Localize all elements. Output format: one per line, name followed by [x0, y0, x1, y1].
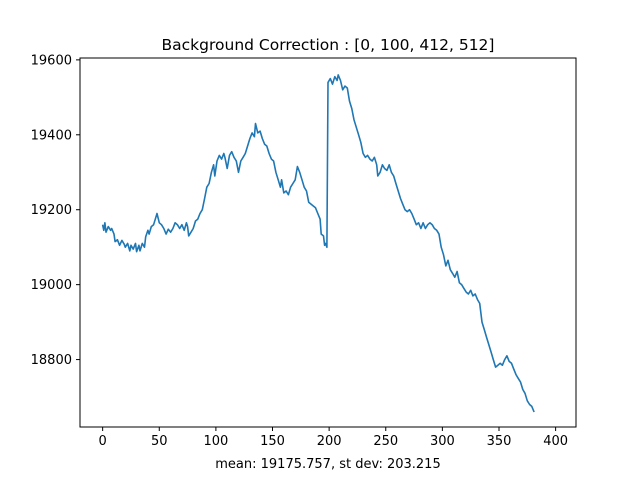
x-tick-label: 50 — [151, 434, 168, 449]
y-tick-label: 19400 — [31, 128, 72, 143]
x-axis-label: mean: 19175.757, st dev: 203.215 — [215, 457, 440, 472]
x-tick-label: 300 — [430, 434, 455, 449]
y-tick-label: 19600 — [31, 53, 72, 68]
chart-title: Background Correction : [0, 100, 412, 51… — [162, 36, 495, 54]
x-tick-label: 250 — [373, 434, 398, 449]
x-axis: 0 50 100 150 200 250 300 350 400 — [99, 427, 568, 449]
plot-area — [101, 74, 535, 413]
y-tick-label: 18800 — [31, 353, 72, 368]
x-tick-label: 350 — [487, 434, 512, 449]
x-tick-label: 400 — [543, 434, 568, 449]
y-tick-label: 19200 — [31, 203, 72, 218]
y-tick-label: 19000 — [31, 278, 72, 293]
plot-frame — [79, 57, 577, 428]
x-tick-label: 0 — [99, 434, 107, 449]
y-axis: 18800 19000 19200 19400 19600 — [31, 53, 80, 368]
x-tick-label: 150 — [260, 434, 285, 449]
x-tick-label: 200 — [317, 434, 342, 449]
x-tick-label: 100 — [203, 434, 228, 449]
series-line — [101, 74, 535, 413]
